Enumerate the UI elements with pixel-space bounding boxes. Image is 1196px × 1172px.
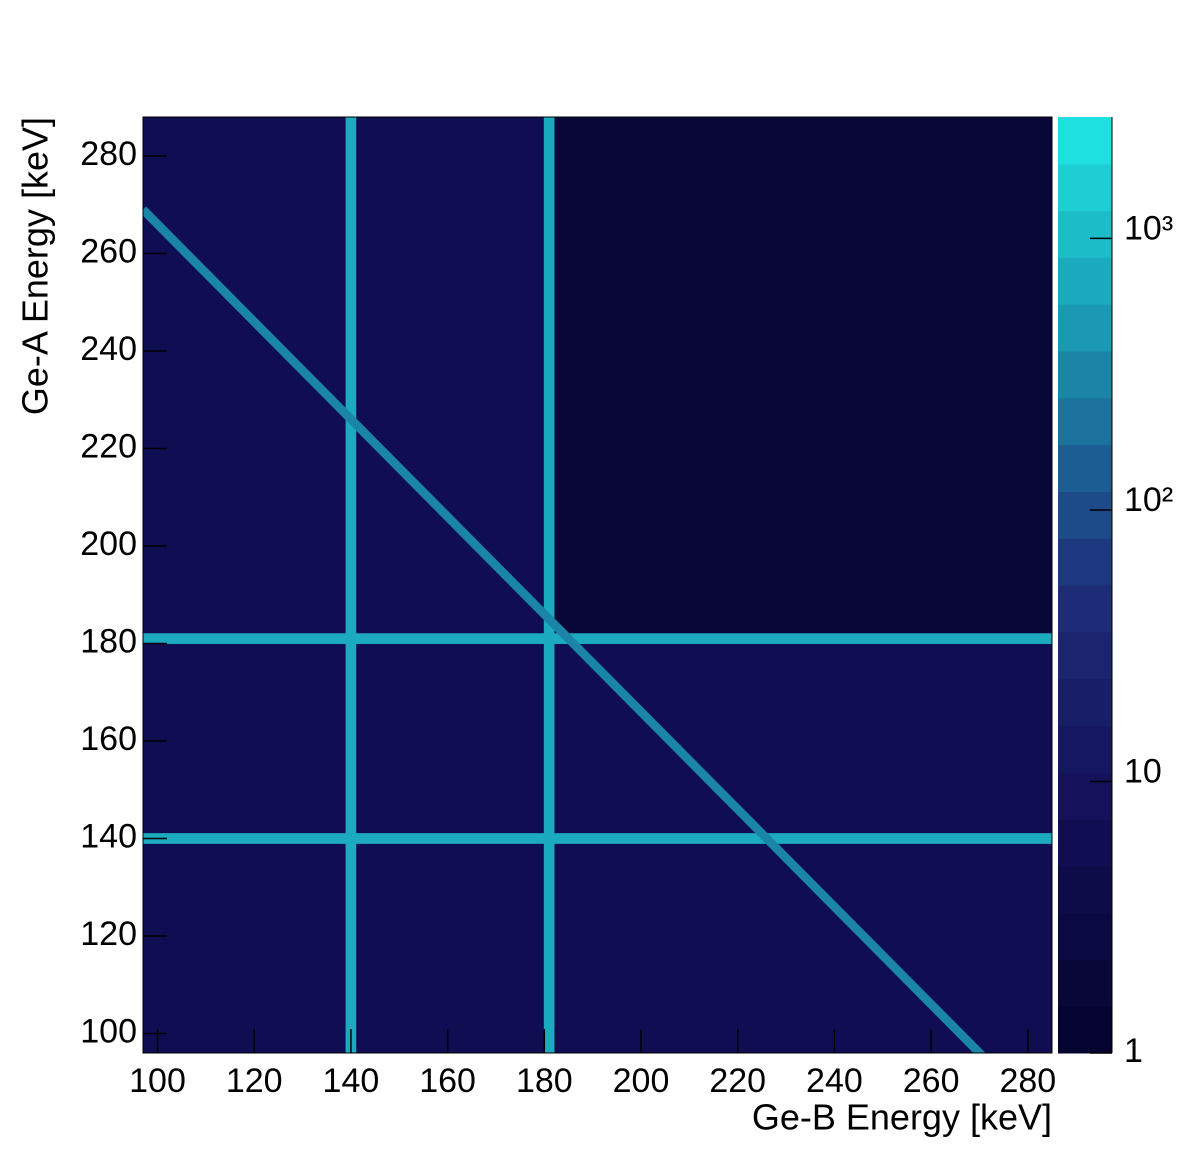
color-tick-label: 10³: [1124, 209, 1173, 247]
color-step: [1058, 538, 1112, 586]
color-tick-label: 10: [1124, 752, 1162, 790]
color-step: [1058, 257, 1112, 305]
color-step: [1058, 491, 1112, 539]
heat-region: [549, 117, 1052, 639]
color-step: [1058, 959, 1112, 1007]
color-step: [1058, 865, 1112, 914]
heat-band: [143, 833, 1052, 844]
y-tick-label: 240: [80, 330, 137, 368]
heat-diagonal: [143, 206, 986, 1053]
y-tick-label: 220: [80, 427, 137, 465]
color-step: [1058, 444, 1112, 492]
heat-band: [543, 117, 555, 1053]
x-tick-label: 220: [709, 1062, 766, 1100]
x-tick-label: 240: [806, 1062, 863, 1100]
color-step: [1058, 772, 1112, 820]
color-tick-label: 10²: [1124, 481, 1173, 519]
color-step: [1058, 725, 1112, 773]
color-step: [1058, 1006, 1112, 1054]
color-step: [1058, 117, 1112, 165]
x-tick-label: 160: [419, 1062, 476, 1100]
color-step: [1058, 210, 1112, 258]
x-tick-label: 120: [226, 1062, 283, 1100]
plot-area: [143, 117, 1052, 1053]
y-tick-label: 160: [80, 720, 137, 758]
y-tick-label: 100: [80, 1012, 137, 1050]
heat-band: [143, 633, 1052, 644]
x-tick-label: 180: [516, 1062, 573, 1100]
color-step: [1058, 304, 1112, 352]
x-tick-label: 100: [129, 1062, 186, 1100]
color-step: [1058, 631, 1112, 680]
y-tick-label: 140: [80, 817, 137, 855]
x-tick-label: 260: [903, 1062, 960, 1100]
color-step: [1058, 397, 1112, 446]
color-step: [1058, 163, 1112, 212]
y-tick-label: 280: [80, 135, 137, 173]
y-axis-title: Ge-A Energy [keV]: [15, 117, 56, 415]
color-step: [1058, 912, 1112, 960]
y-tick-label: 260: [80, 232, 137, 270]
y-tick-label: 180: [80, 622, 137, 660]
plot-frame: [142, 116, 1053, 1054]
heat-region: [143, 638, 1052, 1053]
color-tick-label: 1: [1124, 1032, 1143, 1070]
color-step: [1058, 585, 1112, 633]
heat-band: [345, 117, 357, 1053]
color-step: [1058, 678, 1112, 726]
color-step: [1058, 819, 1112, 867]
color-step: [1058, 351, 1112, 399]
x-tick-label: 280: [999, 1062, 1056, 1100]
y-tick-label: 200: [80, 525, 137, 563]
y-tick-label: 120: [80, 915, 137, 953]
x-tick-label: 200: [613, 1062, 670, 1100]
x-tick-label: 140: [323, 1062, 380, 1100]
x-axis-title: Ge-B Energy [keV]: [752, 1097, 1052, 1138]
